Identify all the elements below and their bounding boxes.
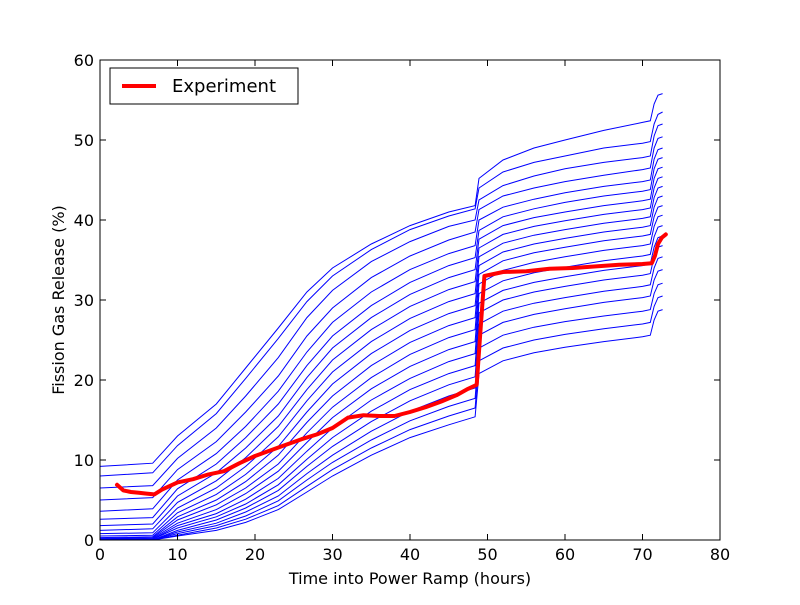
simulation-line-9 — [99, 185, 663, 535]
y-tick-label: 0 — [84, 531, 94, 550]
x-axis-ticks: 0 10 20 30 40 50 60 70 80 — [95, 60, 730, 564]
y-tick-label: 60 — [74, 51, 94, 70]
y-tick-label: 40 — [74, 211, 94, 230]
x-tick-label: 0 — [95, 545, 105, 564]
x-tick-label: 10 — [167, 545, 187, 564]
x-tick-label: 30 — [322, 545, 342, 564]
simulation-line-16 — [100, 256, 663, 541]
y-tick-label: 20 — [74, 371, 94, 390]
simulation-line-6 — [99, 157, 663, 520]
simulation-lines — [99, 93, 663, 541]
y-tick-label: 30 — [74, 291, 94, 310]
simulation-line-11 — [99, 205, 663, 539]
legend-label-experiment: Experiment — [172, 76, 276, 97]
simulation-line-20 — [100, 309, 663, 541]
simulation-line-4 — [99, 136, 663, 501]
x-tick-label: 60 — [555, 545, 575, 564]
simulation-line-15 — [99, 245, 663, 541]
legend: Experiment — [109, 67, 299, 105]
y-axis-label: Fission Gas Release (%) — [49, 205, 68, 395]
experiment-line — [115, 232, 668, 497]
simulation-line-12 — [99, 214, 663, 539]
x-tick-label: 80 — [710, 545, 730, 564]
simulation-line-18 — [100, 282, 663, 541]
simulation-line-1 — [99, 93, 663, 467]
simulation-line-13 — [99, 225, 663, 540]
simulation-line-19 — [100, 295, 663, 541]
x-tick-label: 40 — [400, 545, 420, 564]
x-axis-label: Time into Power Ramp (hours) — [288, 569, 531, 588]
x-tick-label: 50 — [477, 545, 497, 564]
simulation-line-7 — [99, 166, 663, 527]
simulation-line-2 — [99, 111, 663, 477]
x-tick-label: 70 — [632, 545, 652, 564]
experiment-line-group — [115, 232, 668, 497]
y-tick-label: 10 — [74, 451, 94, 470]
simulation-line-3 — [99, 123, 663, 489]
y-tick-label: 50 — [74, 131, 94, 150]
plot-area-background — [100, 60, 720, 540]
simulation-line-5 — [99, 147, 663, 512]
x-tick-label: 20 — [245, 545, 265, 564]
simulation-line-10 — [99, 195, 663, 537]
y-axis-ticks: 0 10 20 30 40 50 60 — [74, 51, 720, 550]
